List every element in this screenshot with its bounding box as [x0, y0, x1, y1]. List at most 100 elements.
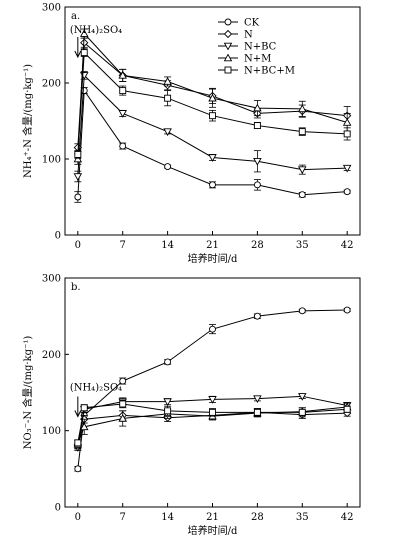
data-point: [253, 158, 262, 166]
data-point: [119, 87, 127, 95]
data-point: [209, 408, 216, 416]
data-point: [164, 407, 172, 415]
data-point: [209, 181, 216, 189]
x-tick-label: 7: [120, 512, 126, 523]
series-n-plus-bc: [73, 71, 352, 183]
data-point: [73, 154, 83, 163]
data-point: [164, 163, 172, 171]
x-tick-label: 35: [296, 240, 309, 251]
fertilizer-annotation: (NH₄)₂SO₄: [70, 25, 122, 36]
y-tick-label: 300: [42, 3, 61, 14]
data-point: [163, 398, 172, 407]
data-point: [298, 393, 307, 401]
data-point: [208, 93, 217, 102]
data-point: [80, 404, 88, 412]
data-point: [119, 377, 127, 385]
x-axis-title: 培养时间/d: [188, 524, 238, 537]
data-point: [208, 396, 217, 404]
data-point: [74, 439, 82, 447]
x-tick-label: 28: [251, 240, 264, 251]
series-line: [77, 411, 348, 447]
x-tick-label: 21: [206, 240, 219, 251]
data-point: [298, 408, 306, 416]
data-point: [209, 325, 216, 333]
y-tick-label: 0: [55, 503, 61, 514]
data-point: [118, 414, 127, 422]
y-axis-title: NO₃⁻-N 含量/(mg·kg⁻¹): [21, 336, 34, 450]
data-point: [119, 142, 127, 150]
annotation-arrow-head: [74, 50, 82, 59]
series-line: [77, 309, 348, 469]
data-point: [343, 130, 351, 138]
x-tick-label: 7: [120, 240, 126, 251]
legend-marker: [223, 53, 233, 62]
legend-marker: [223, 42, 233, 51]
y-axis-title: NH₄⁺-N 含量/(mg·kg⁻¹): [21, 64, 34, 178]
data-point: [73, 173, 83, 181]
panel-label: a.: [71, 11, 80, 22]
chart-panel-b: 0 100 200 300 0 7 14 21 28 35 42 培养时间/d NO₃⁻-N 含量/(m…: [21, 274, 361, 537]
series-n-plus-bc-plus-m: [74, 399, 351, 447]
data-point: [343, 306, 351, 314]
data-point: [342, 164, 352, 173]
data-point: [118, 110, 127, 118]
annotation-arrow-head: [74, 410, 82, 418]
panel-label: b.: [71, 282, 81, 293]
x-tick-label: 0: [75, 240, 81, 251]
x-tick-label: 14: [161, 240, 174, 251]
data-point: [298, 191, 306, 199]
series-line: [77, 51, 348, 155]
data-point: [74, 150, 82, 158]
data-point: [253, 181, 261, 189]
legend-marker: [223, 29, 233, 39]
data-point: [298, 104, 307, 113]
data-point: [208, 154, 217, 162]
x-tick-label: 42: [341, 240, 354, 251]
data-point: [343, 405, 351, 413]
data-point: [253, 122, 261, 130]
data-point: [74, 465, 82, 473]
data-point: [164, 358, 172, 366]
data-point: [209, 112, 216, 120]
data-point: [342, 118, 352, 126]
data-point: [298, 307, 306, 315]
series-line: [77, 406, 348, 445]
data-point: [163, 77, 172, 85]
data-point: [80, 49, 88, 57]
fertilizer-annotation: (NH₄)₂SO₄: [70, 383, 122, 394]
y-tick-label: 200: [42, 350, 61, 361]
y-tick-label: 0: [55, 231, 61, 242]
legend-marker: [224, 18, 232, 26]
series-line: [77, 74, 348, 177]
x-tick-label: 28: [251, 512, 264, 523]
x-tick-label: 0: [75, 512, 81, 523]
legend-label: CK: [244, 18, 260, 29]
x-tick-label: 35: [296, 512, 309, 523]
data-point: [119, 400, 127, 408]
x-axis-title: 培养时间/d: [188, 252, 238, 265]
x-tick-label: 21: [206, 512, 219, 523]
x-tick-label: 14: [161, 512, 174, 523]
data-point: [298, 166, 307, 175]
data-point: [253, 312, 261, 320]
series-line: [77, 41, 348, 148]
series-n-plus-m: [73, 28, 352, 165]
x-tick-label: 42: [341, 512, 354, 523]
data-point: [253, 395, 262, 404]
data-point: [79, 422, 89, 431]
y-tick-label: 200: [42, 79, 61, 90]
series-n-plus-bc: [73, 393, 352, 452]
data-point: [163, 128, 172, 137]
series-line: [77, 89, 348, 198]
legend-label: N+BC+M: [244, 66, 295, 77]
series-line: [77, 395, 348, 448]
y-tick-label: 100: [42, 426, 61, 437]
y-tick-label: 300: [42, 274, 61, 285]
data-point: [74, 193, 82, 201]
legend-label: N+M: [244, 54, 271, 65]
chart-panel-a: 0 100 200 300 0 7 14 21 28 35 42 培养时间/d NH₄⁺-N 含量/(m…: [21, 3, 361, 265]
data-point: [118, 70, 127, 79]
